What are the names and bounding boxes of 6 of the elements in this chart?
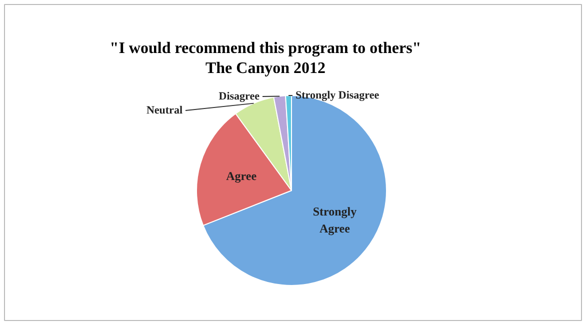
slice-label: Agree [226, 168, 258, 183]
chart-title: "I would recommend this program to others" The Canyon 2012 [110, 40, 422, 78]
slice-label: Disagree [218, 90, 260, 102]
slice-label: Strongly Agree [312, 204, 357, 236]
slice-label: Strongly Disagree [296, 90, 380, 102]
slice-label: Neutral [146, 104, 182, 116]
